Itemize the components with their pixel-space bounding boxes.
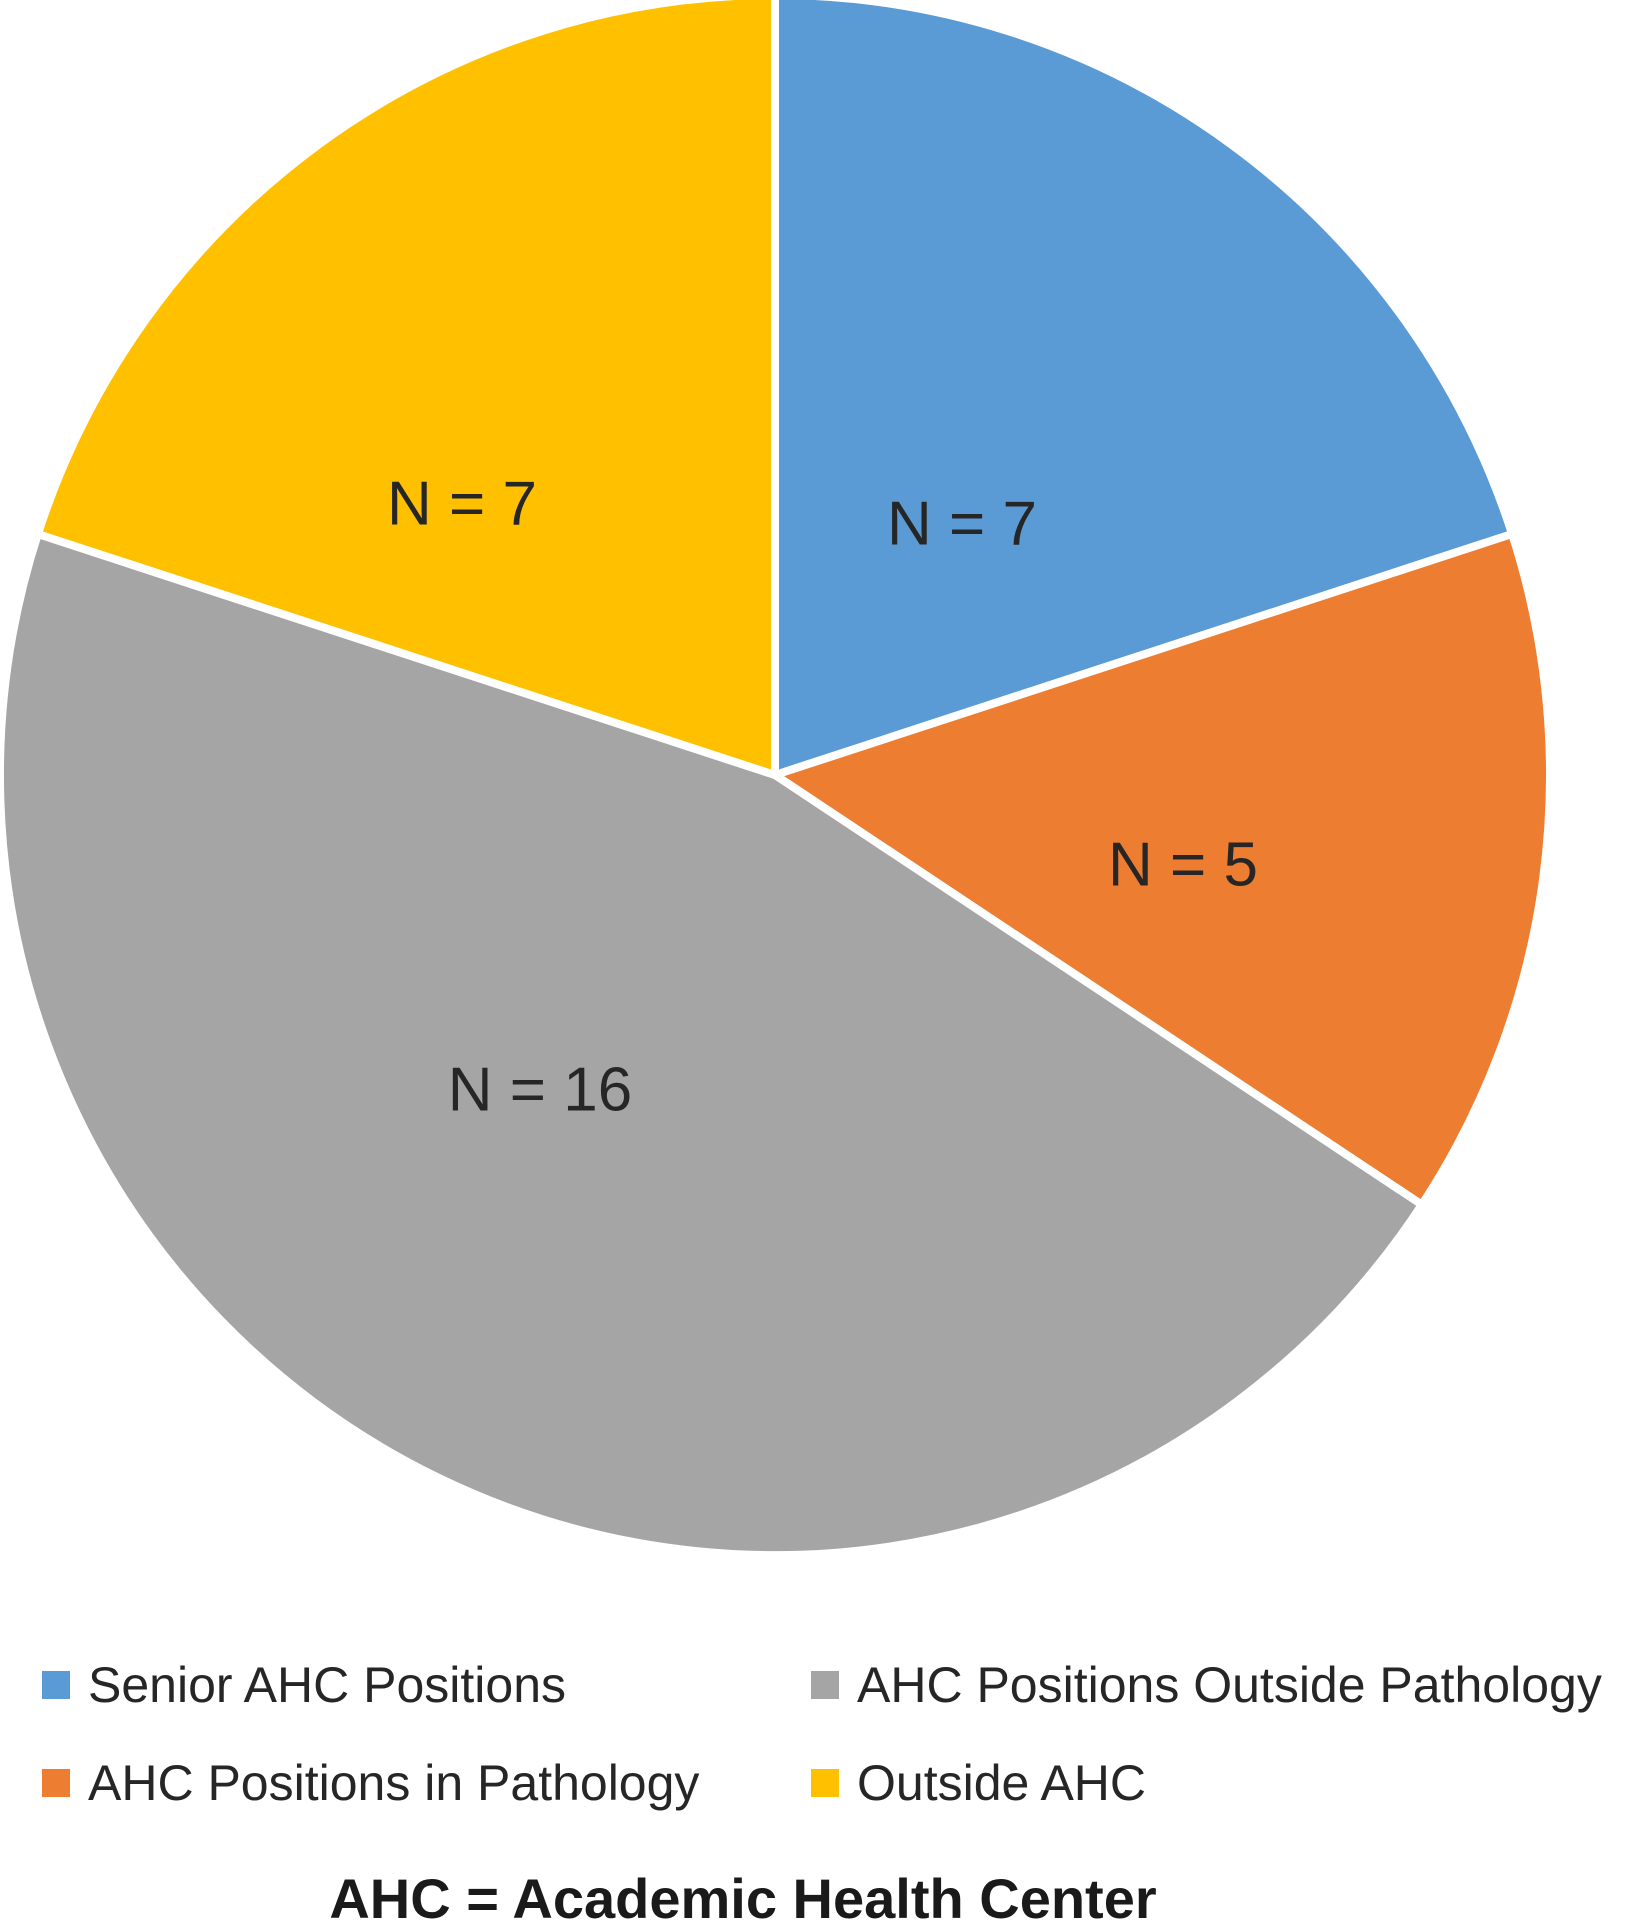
legend-label-senior-ahc-positions: Senior AHC Positions	[88, 1657, 567, 1713]
legend-swatch-ahc-positions-in-pathology	[42, 1769, 70, 1797]
legend-label-outside-ahc: Outside AHC	[857, 1755, 1147, 1811]
slice-annotation-1: N = 5	[1108, 831, 1258, 900]
figure-footnote: AHC = Academic Health Center	[329, 1867, 1157, 1930]
pie-slice-2	[0, 530, 1426, 1560]
legend-label-ahc-positions-in-pathology: AHC Positions in Pathology	[88, 1755, 700, 1811]
legend-item-outside-ahc: Outside AHC	[811, 1754, 1146, 1812]
legend-label-ahc-positions-outside-pathology: AHC Positions Outside Pathology	[857, 1657, 1602, 1713]
legend-item-ahc-positions-outside-pathology: AHC Positions Outside Pathology	[811, 1656, 1602, 1714]
legend-swatch-senior-ahc-positions	[42, 1671, 70, 1699]
legend-swatch-outside-ahc	[811, 1769, 839, 1797]
slice-annotation-0: N = 7	[887, 490, 1037, 559]
pie-slice-1	[771, 530, 1555, 1209]
legend-item-senior-ahc-positions: Senior AHC Positions	[42, 1656, 566, 1714]
slice-annotation-2: N = 16	[448, 1056, 632, 1125]
slice-annotation-3: N = 7	[387, 470, 537, 539]
legend-swatch-ahc-positions-outside-pathology	[811, 1671, 839, 1699]
pie-slice-0	[771, 0, 1517, 779]
legend-item-ahc-positions-in-pathology: AHC Positions in Pathology	[42, 1754, 699, 1812]
pie-slice-3	[33, 0, 779, 779]
